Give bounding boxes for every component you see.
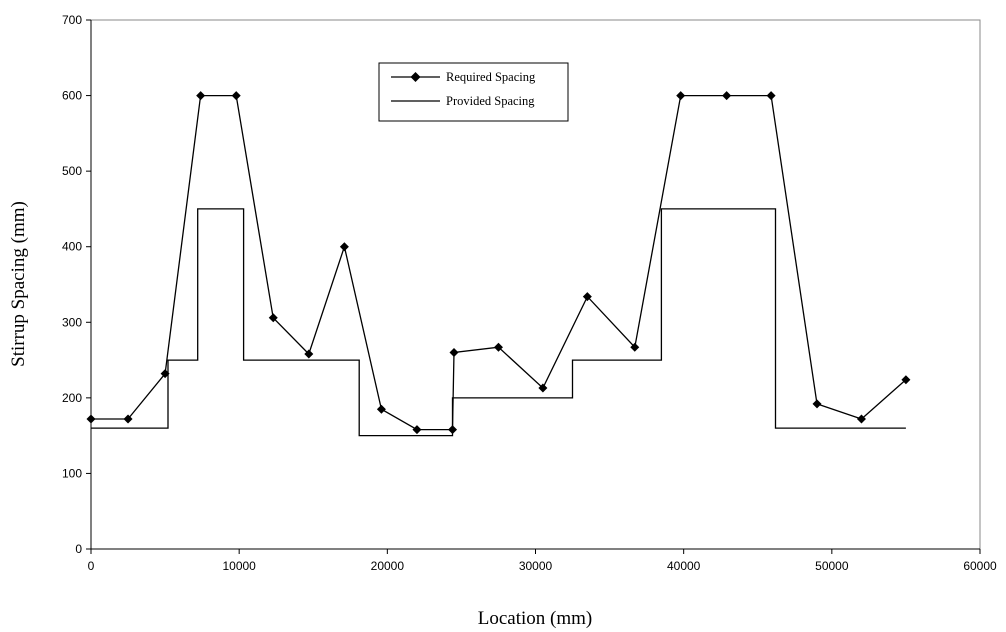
data-point-required-spacing xyxy=(676,91,686,101)
data-point-required-spacing xyxy=(86,414,96,424)
y-tick-label: 300 xyxy=(62,315,82,329)
y-tick-label: 600 xyxy=(62,89,82,103)
data-point-required-spacing xyxy=(856,414,866,424)
x-tick-label: 20000 xyxy=(371,559,405,573)
legend-label-provided: Provided Spacing xyxy=(446,94,535,108)
data-point-required-spacing xyxy=(268,313,278,323)
legend-box xyxy=(378,62,569,122)
data-point-required-spacing xyxy=(304,349,314,359)
legend-marker-required xyxy=(410,72,421,82)
y-tick-label: 700 xyxy=(62,13,82,27)
legend-label-required: Required Spacing xyxy=(446,70,536,84)
x-tick-label: 40000 xyxy=(667,559,701,573)
data-point-required-spacing xyxy=(412,425,422,435)
data-point-required-spacing xyxy=(493,342,503,352)
y-tick-label: 200 xyxy=(62,391,82,405)
data-point-required-spacing xyxy=(231,91,241,101)
data-point-required-spacing xyxy=(196,91,206,101)
x-tick-label: 50000 xyxy=(815,559,849,573)
series-line-provided-spacing xyxy=(91,208,906,437)
series-line-required-spacing xyxy=(91,94,907,431)
x-tick-label: 60000 xyxy=(963,559,997,573)
y-tick-label: 0 xyxy=(75,542,82,556)
x-tick-label: 10000 xyxy=(222,559,256,573)
x-axis-title: Location (mm) xyxy=(478,608,593,629)
data-point-required-spacing xyxy=(538,383,548,393)
x-tick-label: 30000 xyxy=(519,559,553,573)
x-tick-label: 0 xyxy=(88,559,95,573)
series-layer xyxy=(86,91,911,437)
data-point-required-spacing xyxy=(376,404,386,414)
data-point-required-spacing xyxy=(449,348,459,358)
y-tick-label: 100 xyxy=(62,466,82,480)
y-tick-label: 400 xyxy=(62,240,82,254)
y-tick-label: 500 xyxy=(62,164,82,178)
data-point-required-spacing xyxy=(812,399,822,409)
y-axis-title: Stirrup Spacing (mm) xyxy=(8,201,29,367)
data-point-required-spacing xyxy=(766,91,776,101)
legend: Required Spacing Provided Spacing xyxy=(378,62,569,122)
data-point-required-spacing xyxy=(582,292,592,302)
axes: 0 100 200 300 400 500 600 700 0 10000 20000 30000 40… xyxy=(62,13,997,573)
data-point-required-spacing xyxy=(339,242,349,252)
data-point-required-spacing xyxy=(630,342,640,352)
data-point-required-spacing xyxy=(123,414,133,424)
data-point-required-spacing xyxy=(901,375,911,385)
data-point-required-spacing xyxy=(722,91,732,101)
data-point-required-spacing xyxy=(160,369,170,379)
